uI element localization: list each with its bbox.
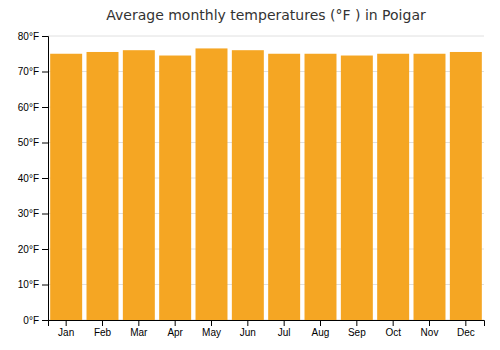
tick-mark [284, 320, 285, 326]
tick: Sep [348, 320, 366, 338]
tick-mark [138, 320, 139, 326]
tick: 20°F [18, 244, 48, 255]
tick: 60°F [18, 102, 48, 113]
tick: Jan [58, 320, 74, 338]
bar [377, 54, 409, 320]
tick-label: 50°F [18, 137, 39, 148]
bar [268, 54, 300, 320]
tick-mark [320, 320, 321, 326]
tick: 70°F [18, 66, 48, 77]
tick-label: 80°F [18, 31, 39, 42]
bar [196, 48, 228, 320]
plot-area [50, 48, 482, 320]
tick: Jun [240, 320, 256, 338]
tick-mark [42, 36, 48, 37]
tick-label: May [202, 327, 221, 338]
tick-mark [42, 285, 48, 286]
tick-label: 0°F [23, 315, 39, 326]
tick-mark [102, 320, 103, 326]
tick: Mar [130, 320, 148, 338]
tick: Oct [385, 320, 401, 338]
bar [414, 54, 446, 320]
tick: 0°F [23, 315, 48, 326]
tick-label: Feb [94, 327, 112, 338]
tick-label: Dec [457, 327, 475, 338]
tick-mark [429, 320, 430, 326]
tick-label: Mar [130, 327, 148, 338]
tick-label: Jul [278, 327, 291, 338]
tick: Aug [312, 320, 330, 338]
axis-line [49, 321, 485, 327]
tick: Jul [278, 320, 291, 338]
tick-label: 30°F [18, 208, 39, 219]
tick-label: Jun [240, 327, 256, 338]
tick-label: Nov [421, 327, 439, 338]
tick-label: Sep [348, 327, 366, 338]
tick: Nov [421, 320, 439, 338]
tick-label: 10°F [18, 279, 39, 290]
tick-mark [175, 320, 176, 326]
bar [123, 50, 155, 320]
tick: May [202, 320, 221, 338]
tick-mark [42, 320, 48, 321]
tick: 50°F [18, 137, 48, 148]
x-axis: Jan Feb Mar Apr May Jun Jul Aug Sep Oct Nov Dec [49, 320, 485, 338]
bar [87, 52, 119, 320]
bar [50, 54, 82, 320]
tick: 40°F [18, 173, 48, 184]
bar [450, 52, 482, 320]
tick-label: Jan [58, 327, 74, 338]
tick-mark [42, 178, 48, 179]
chart: 0°F 10°F 20°F 30°F 40°F 50°F 60°F 70°F 80°F Jan Fe… [0, 0, 500, 350]
tick-mark [42, 214, 48, 215]
tick: 30°F [18, 208, 48, 219]
bar [305, 54, 337, 320]
axis-line [42, 37, 49, 321]
tick-mark [42, 72, 48, 73]
tick-label: 20°F [18, 244, 39, 255]
tick: Dec [457, 320, 475, 338]
tick-label: 40°F [18, 173, 39, 184]
tick-mark [393, 320, 394, 326]
tick-mark [66, 320, 67, 326]
tick: Apr [167, 320, 183, 338]
title: Average monthly temperatures (°F ) in Po… [106, 7, 426, 23]
grid [48, 36, 484, 320]
tick-label: Aug [312, 327, 330, 338]
bar [159, 56, 191, 320]
tick-mark [42, 107, 48, 108]
tick-mark [42, 249, 48, 250]
tick: Feb [94, 320, 112, 338]
tick-label: Oct [385, 327, 401, 338]
bar [232, 50, 264, 320]
tick-mark [247, 320, 248, 326]
tick-mark [356, 320, 357, 326]
tick: 80°F [18, 31, 48, 42]
tick-mark [465, 320, 466, 326]
tick-label: 70°F [18, 66, 39, 77]
tick-mark [211, 320, 212, 326]
tick: 10°F [18, 279, 48, 290]
y-axis: 0°F 10°F 20°F 30°F 40°F 50°F 60°F 70°F 80°F [18, 31, 49, 326]
bar [341, 56, 373, 320]
tick-mark [42, 143, 48, 144]
tick-label: 60°F [18, 102, 39, 113]
tick-label: Apr [167, 327, 183, 338]
grid-line [48, 36, 484, 37]
